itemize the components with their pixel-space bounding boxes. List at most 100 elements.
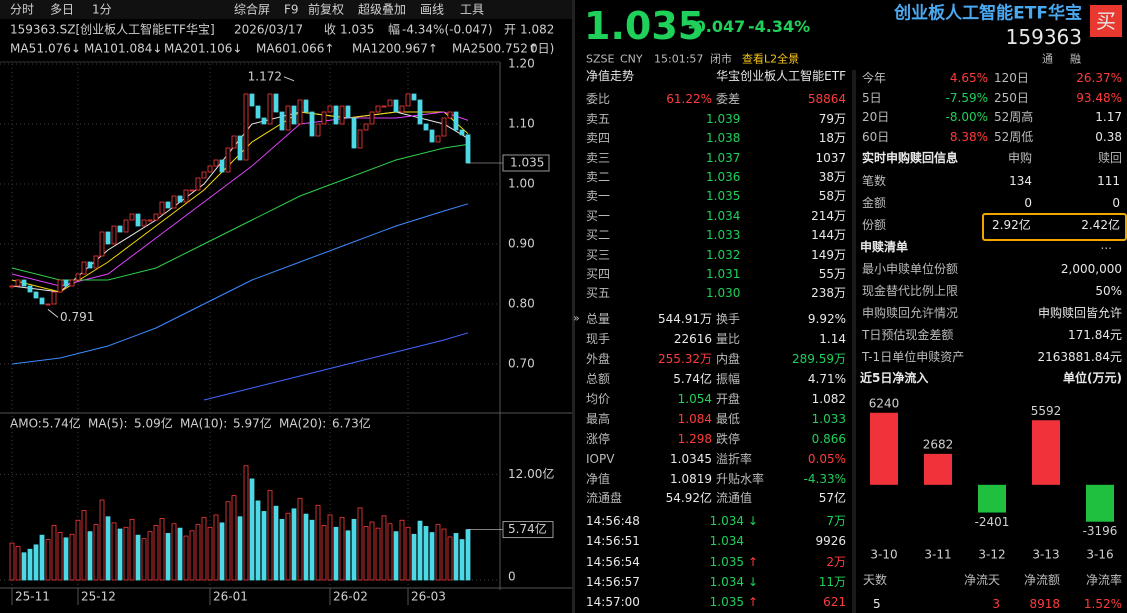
volume-bar bbox=[57, 532, 63, 581]
text: 1.14 bbox=[819, 332, 846, 346]
text: 26.37% bbox=[1076, 71, 1122, 85]
flow-chart: 6240 3-10 2682 3-11 -2401 3-12 5592 3-13 -3196 3-… bbox=[869, 396, 1118, 562]
volume-bar bbox=[147, 531, 153, 581]
text: 卖五 bbox=[586, 112, 611, 126]
text: 买二 bbox=[586, 228, 611, 243]
text: 134 bbox=[1009, 174, 1032, 188]
volume-bar bbox=[333, 526, 339, 581]
bar bbox=[1032, 420, 1060, 485]
text: ↓ bbox=[748, 514, 759, 528]
volume-bar bbox=[93, 524, 99, 581]
text: 1.298 bbox=[677, 432, 712, 446]
volume-bar bbox=[399, 519, 405, 581]
buy-button[interactable] bbox=[1090, 5, 1122, 37]
text: 通 bbox=[1042, 52, 1053, 66]
candle bbox=[297, 99, 303, 125]
candle bbox=[417, 99, 423, 125]
volume-bar bbox=[279, 518, 285, 581]
text: 52周低 bbox=[994, 129, 1034, 144]
text: 1.032 bbox=[706, 247, 741, 262]
candle bbox=[453, 111, 459, 131]
x-tick-label: 26-01 bbox=[213, 590, 248, 604]
volume-bar bbox=[261, 511, 267, 581]
text: 255.32万 bbox=[658, 352, 712, 366]
text: 544.91万 bbox=[658, 312, 712, 326]
volume-bar bbox=[111, 522, 117, 581]
text: 14:56:48 bbox=[586, 514, 640, 528]
volume-bar bbox=[249, 478, 255, 581]
ma-line bbox=[11, 111, 469, 287]
volume-bar bbox=[363, 525, 369, 581]
text: 均价 bbox=[586, 392, 611, 406]
candle bbox=[75, 273, 81, 281]
candle bbox=[465, 134, 471, 164]
volume-bar bbox=[291, 508, 297, 581]
candle bbox=[429, 129, 435, 143]
volume-bar bbox=[231, 495, 237, 581]
text: 58864 bbox=[807, 92, 846, 106]
x-tick-label: 3-16 bbox=[1086, 548, 1113, 562]
bar bbox=[978, 484, 1006, 513]
text: 1.0819 bbox=[670, 471, 712, 486]
last-vol-box bbox=[502, 521, 554, 539]
text: 0 bbox=[1024, 196, 1032, 210]
toolbar-item: 画线 bbox=[420, 3, 444, 17]
text: 7万 bbox=[826, 514, 846, 528]
candle bbox=[327, 105, 333, 113]
text: 1.034 bbox=[706, 209, 741, 223]
candle bbox=[15, 279, 21, 287]
annotation: 1.172 bbox=[248, 69, 282, 83]
toolbar-item: F9 bbox=[284, 3, 299, 17]
text: 15:01:57 bbox=[654, 52, 704, 66]
volume-bar bbox=[423, 525, 429, 581]
candle bbox=[147, 219, 153, 222]
volume-bar bbox=[171, 523, 177, 581]
candle bbox=[399, 105, 405, 113]
text: 1.082 bbox=[811, 392, 846, 406]
ma-legend-name: MA250 bbox=[452, 42, 493, 56]
volume-bar bbox=[9, 542, 15, 581]
text: 1.036 bbox=[706, 169, 741, 184]
volume-bar bbox=[321, 525, 327, 581]
candle bbox=[213, 159, 219, 167]
text: 18万 bbox=[818, 131, 846, 146]
text: 天数 bbox=[863, 573, 888, 587]
text: 委比 bbox=[586, 92, 611, 106]
volume-bar bbox=[135, 534, 141, 581]
text: 1.034 bbox=[709, 534, 744, 549]
info: 1.082 bbox=[520, 23, 554, 37]
text: 1.031 bbox=[706, 266, 741, 281]
text: 涨停 bbox=[586, 432, 611, 446]
candle bbox=[231, 135, 237, 149]
text: 份额 bbox=[862, 218, 887, 232]
candle bbox=[165, 201, 171, 209]
value-label: -2401 bbox=[975, 515, 1010, 529]
toolbar-item: 综合屏 bbox=[234, 2, 270, 17]
text: SZSE bbox=[586, 52, 615, 66]
volume-bar bbox=[81, 510, 87, 581]
text: 最低 bbox=[716, 412, 741, 426]
text: 最高 bbox=[586, 412, 611, 426]
text: 申购赎回允许情况 bbox=[862, 306, 959, 320]
candle bbox=[27, 285, 33, 293]
candle bbox=[435, 135, 441, 143]
text: -4.34% bbox=[748, 17, 811, 36]
text: 净值走势 bbox=[586, 69, 635, 83]
text: ... bbox=[1100, 238, 1112, 252]
ma-legend-value: 0.967↑ bbox=[394, 42, 438, 56]
text: 1.035 bbox=[709, 595, 744, 610]
text: 买 bbox=[1096, 9, 1116, 33]
candle bbox=[141, 219, 147, 227]
text: 净流率 bbox=[1085, 573, 1122, 587]
x-tick-label: 3-10 bbox=[870, 548, 897, 562]
candle bbox=[273, 93, 279, 113]
candle bbox=[285, 105, 291, 131]
candle bbox=[207, 165, 213, 173]
text: 11万 bbox=[818, 574, 846, 589]
text: 1.035 bbox=[584, 4, 705, 48]
candle bbox=[351, 117, 357, 149]
y-tick-label: 0.80 bbox=[508, 297, 535, 311]
text: 流通盘 bbox=[586, 491, 623, 505]
ma-legend-value: 1.084↓ bbox=[118, 42, 162, 56]
text: 华宝创业板人工智能ETF bbox=[716, 69, 846, 83]
